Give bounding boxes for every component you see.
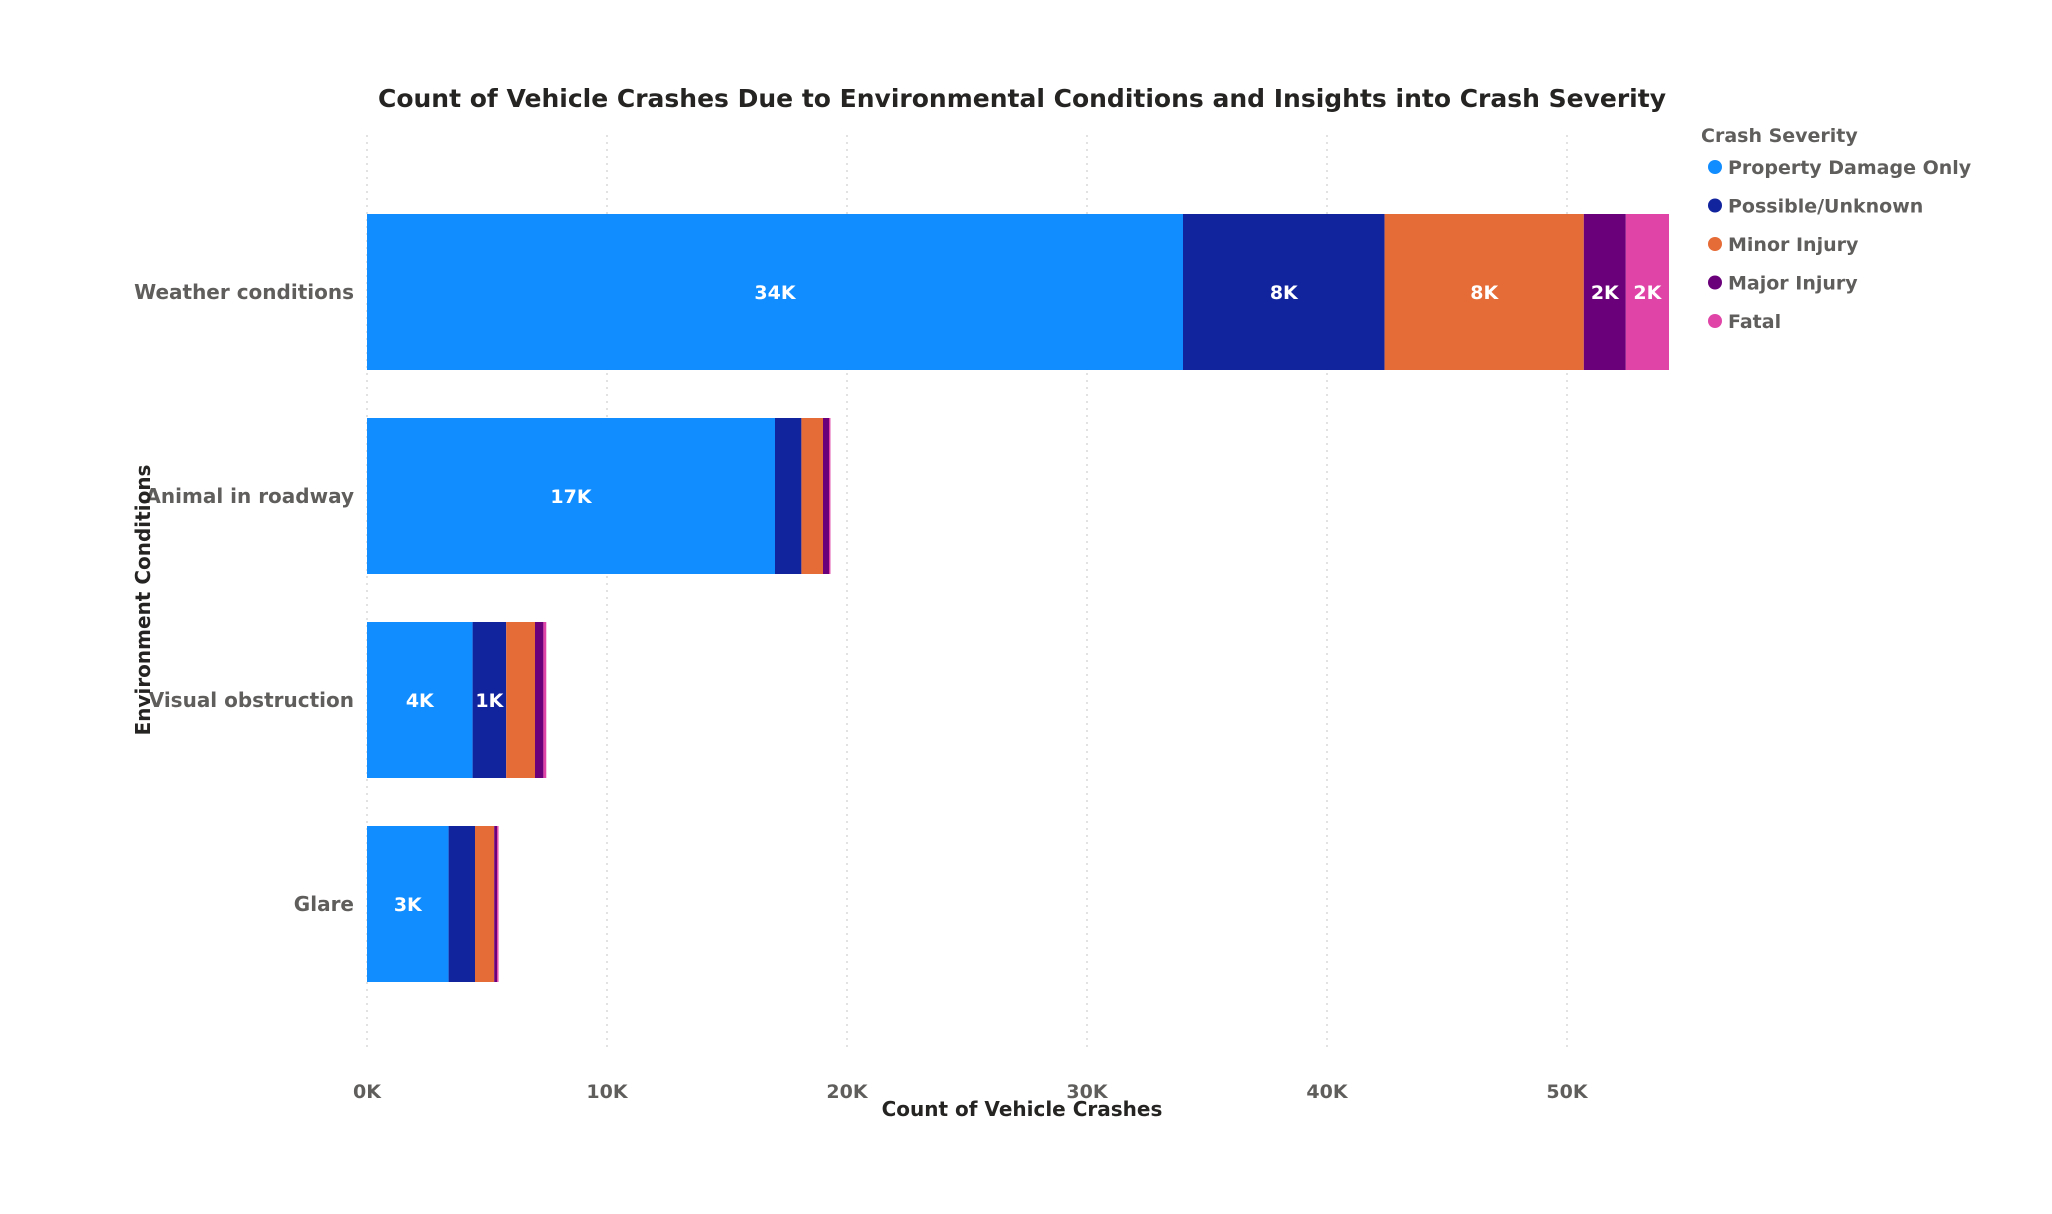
chart-title: Count of Vehicle Crashes Due to Environm… bbox=[378, 84, 1666, 113]
bar-segment[interactable] bbox=[506, 622, 535, 778]
bars bbox=[367, 214, 1669, 982]
bar-segment[interactable] bbox=[535, 622, 544, 778]
bar-segment[interactable] bbox=[829, 418, 831, 574]
bar-segment[interactable] bbox=[775, 418, 802, 574]
data-label: 2K bbox=[1591, 282, 1620, 304]
x-tick-labels: 0K 10K 20K 30K 40K 50K bbox=[353, 1081, 1589, 1103]
legend-item-label[interactable]: Minor Injury bbox=[1728, 234, 1859, 256]
legend-item-label[interactable]: Fatal bbox=[1728, 311, 1781, 333]
category-labels: Weather conditions Animal in roadway Visua… bbox=[134, 280, 354, 916]
x-tick-label: 30K bbox=[1066, 1081, 1108, 1103]
data-label: 8K bbox=[1270, 282, 1299, 304]
category-label: Glare bbox=[294, 892, 354, 916]
bar-segment[interactable] bbox=[472, 622, 507, 778]
legend-marker bbox=[1708, 275, 1722, 290]
bar-segment[interactable] bbox=[1183, 214, 1385, 370]
bar-segment[interactable] bbox=[801, 418, 823, 574]
data-labels: 34K 8K 8K 2K 2K 17K 4K 1K 3K bbox=[394, 282, 1663, 916]
bar-segment[interactable] bbox=[1625, 214, 1669, 370]
bar-segment[interactable] bbox=[543, 622, 547, 778]
data-label: 2K bbox=[1633, 282, 1662, 304]
data-label: 17K bbox=[550, 486, 592, 508]
category-label: Animal in roadway bbox=[145, 484, 354, 508]
data-label: 4K bbox=[406, 690, 435, 712]
bar-segment[interactable] bbox=[494, 826, 498, 982]
data-label: 34K bbox=[754, 282, 796, 304]
legend-item-label[interactable]: Possible/Unknown bbox=[1728, 196, 1923, 218]
category-label: Visual obstruction bbox=[149, 688, 354, 712]
data-label: 1K bbox=[475, 690, 504, 712]
legend[interactable]: Crash Severity Property Damage Only Possi… bbox=[1701, 125, 1972, 333]
legend-title: Crash Severity bbox=[1701, 125, 1858, 147]
x-tick-label: 50K bbox=[1546, 1081, 1588, 1103]
legend-marker bbox=[1708, 160, 1722, 174]
bar-segment[interactable] bbox=[448, 826, 475, 982]
bar-segment[interactable] bbox=[1384, 214, 1584, 370]
category-label: Weather conditions bbox=[134, 280, 354, 304]
x-tick-label: 0K bbox=[353, 1081, 382, 1103]
legend-marker bbox=[1708, 237, 1722, 251]
bar-segment[interactable] bbox=[1583, 214, 1626, 370]
x-axis-title: Count of Vehicle Crashes bbox=[882, 1097, 1163, 1121]
data-label: 8K bbox=[1470, 282, 1499, 304]
legend-item-label[interactable]: Property Damage Only bbox=[1728, 157, 1972, 179]
bar-segment[interactable] bbox=[367, 418, 775, 574]
x-tick-label: 40K bbox=[1306, 1081, 1348, 1103]
legend-item-label[interactable]: Major Injury bbox=[1728, 273, 1858, 295]
legend-marker bbox=[1708, 198, 1722, 213]
bar-segment[interactable] bbox=[475, 826, 495, 982]
y-axis-title: Environment Conditions bbox=[131, 465, 155, 736]
bar-segment[interactable] bbox=[367, 622, 473, 778]
x-tick-label: 10K bbox=[586, 1081, 628, 1103]
bar-segment[interactable] bbox=[497, 826, 499, 982]
legend-marker bbox=[1708, 314, 1722, 328]
bar-segment[interactable] bbox=[367, 214, 1183, 370]
bar-segment[interactable] bbox=[367, 826, 449, 982]
bar-segment[interactable] bbox=[823, 418, 829, 574]
x-tick-label: 20K bbox=[826, 1081, 868, 1103]
data-label: 3K bbox=[394, 894, 423, 916]
